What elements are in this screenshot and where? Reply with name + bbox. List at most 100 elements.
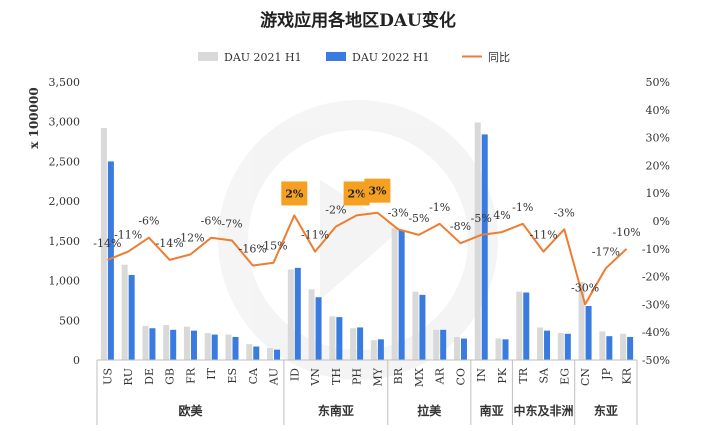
bar-2022-ID <box>294 267 301 360</box>
y-tick-label: 3,500 <box>49 76 81 89</box>
bar-2021-CN <box>578 282 585 360</box>
legend-item-0-swatch <box>198 52 218 61</box>
category-label-AR: AR <box>434 367 447 385</box>
category-label-TR: TR <box>517 367 530 383</box>
yoy-label-RU: -11% <box>114 229 142 242</box>
category-label-PH: PH <box>351 368 364 385</box>
bar-2022-ES <box>232 336 239 360</box>
category-label-BR: BR <box>392 367 405 384</box>
bar-2021-CO <box>453 336 460 360</box>
category-label-MX: MX <box>413 368 426 387</box>
yoy-label-KR: -10% <box>613 226 641 239</box>
bar-2021-FR <box>183 326 190 360</box>
region-label-0: 欧美 <box>178 403 203 418</box>
bar-2021-MY <box>370 340 377 360</box>
region-labels: 欧美 东南亚 拉美 南亚 中东及非洲 东亚 <box>178 403 617 418</box>
bar-2021-ID <box>287 269 294 360</box>
bar-2021-PK <box>495 338 502 360</box>
yoy-label-TR: -1% <box>512 201 533 214</box>
bar-2021-AU <box>267 348 274 360</box>
yoy-label-DE: -6% <box>138 215 159 228</box>
bar-2022-CA <box>253 346 260 360</box>
bar-2022-TR <box>523 292 530 360</box>
category-label-CN: CN <box>579 368 592 386</box>
category-label-KR: KR <box>621 367 634 384</box>
bar-2022-BR <box>398 230 405 360</box>
category-label-PK: PK <box>496 367 509 383</box>
category-label-EG: EG <box>558 368 571 385</box>
bar-2022-RU <box>128 275 135 360</box>
y2-tick-label: -40% <box>642 326 670 339</box>
y2-axis-ticks: -50% -40% -30% -20% -10% 0% 10% 20% 30% 40% 50% <box>642 76 670 367</box>
bar-2022-TH <box>336 317 343 360</box>
y2-tick-label: -30% <box>642 298 670 311</box>
yoy-label-AR: -1% <box>429 201 450 214</box>
y2-tick-label: 30% <box>646 132 670 145</box>
yoy-label-CN: -30% <box>571 281 599 294</box>
y-tick-label: 0 <box>73 354 80 367</box>
category-label-CA: CA <box>247 367 260 384</box>
bar-2021-DE <box>142 325 149 360</box>
bar-2021-CA <box>246 344 253 360</box>
bar-2021-SA <box>537 327 544 360</box>
bar-2022-IT <box>211 334 218 360</box>
region-label-4: 中东及非洲 <box>514 403 574 418</box>
category-label-CO: CO <box>454 368 467 385</box>
category-label-AU: AU <box>268 368 281 386</box>
yoy-polyline <box>107 211 628 306</box>
bar-2022-AU <box>274 349 281 360</box>
bar-2021-ES <box>225 334 232 360</box>
yoy-label-ES: -7% <box>221 217 242 230</box>
yoy-label-box-ID <box>281 181 308 206</box>
category-label-MY: MY <box>371 367 384 386</box>
region-label-5: 东亚 <box>594 403 618 418</box>
yoy-data-labels: -14%-11%-6%-14%-12%-6% -7%-16%-15%2%-11%-… <box>93 178 641 294</box>
bar-2021-RU <box>121 264 128 360</box>
yoy-label-ID: 2% <box>285 187 304 200</box>
bar-2022-MX <box>419 294 426 360</box>
yoy-label-VN: -11% <box>301 229 329 242</box>
category-label-US: US <box>101 368 114 385</box>
legend-item-1-swatch <box>326 52 346 61</box>
bar-2021-IT <box>204 332 211 360</box>
yoy-label-JP: -17% <box>592 245 620 258</box>
category-labels: US RU DE GB FR IT ES CA AU ID VN TH PH MY BR MX AR CO IN PK… <box>101 367 633 387</box>
bar-2022-JP <box>606 336 613 360</box>
bar-2021-EG <box>557 332 564 360</box>
yoy-label-IN: -5% <box>471 212 492 225</box>
legend-item-2-label: 同比 <box>488 51 510 64</box>
yoy-label-EG: -3% <box>554 206 575 219</box>
bar-2021-BR <box>391 228 398 360</box>
bar-2022-EG <box>564 333 571 360</box>
yoy-label-BR: -3% <box>388 206 409 219</box>
bar-2022-VN <box>315 297 322 360</box>
bar-2022-DE <box>149 328 156 360</box>
category-label-IT: IT <box>205 367 218 379</box>
yoy-label-US: -14% <box>93 237 121 250</box>
y2-tick-label: 10% <box>646 187 670 200</box>
y-tick-label: 1,000 <box>49 275 81 288</box>
bar-2022-US <box>107 161 114 360</box>
yoy-label-TH: -2% <box>325 204 346 217</box>
bar-2021-VN <box>308 289 315 360</box>
bar-2022-PK <box>502 339 509 360</box>
bar-2022-AR <box>440 329 447 360</box>
yoy-label-FR: -12% <box>176 231 204 244</box>
bar-2022-KR <box>627 336 634 360</box>
y2-tick-label: 50% <box>646 76 670 89</box>
bar-2021-TR <box>516 291 523 360</box>
y2-tick-label: 0% <box>653 215 670 228</box>
bar-2021-GB <box>163 325 170 360</box>
category-label-GB: GB <box>164 368 177 385</box>
legend-item-1-label: DAU 2022 H1 <box>352 51 430 64</box>
bar-2021-PH <box>350 328 357 360</box>
bar-2022-SA <box>544 330 551 360</box>
y-tick-label: 3,000 <box>49 116 81 129</box>
bar-2021-JP <box>599 331 606 360</box>
bar-2022-CO <box>460 338 467 360</box>
bar-2021-KR <box>620 333 627 360</box>
y2-tick-label: 40% <box>646 104 670 117</box>
yoy-label-PH: 2% <box>348 187 367 200</box>
